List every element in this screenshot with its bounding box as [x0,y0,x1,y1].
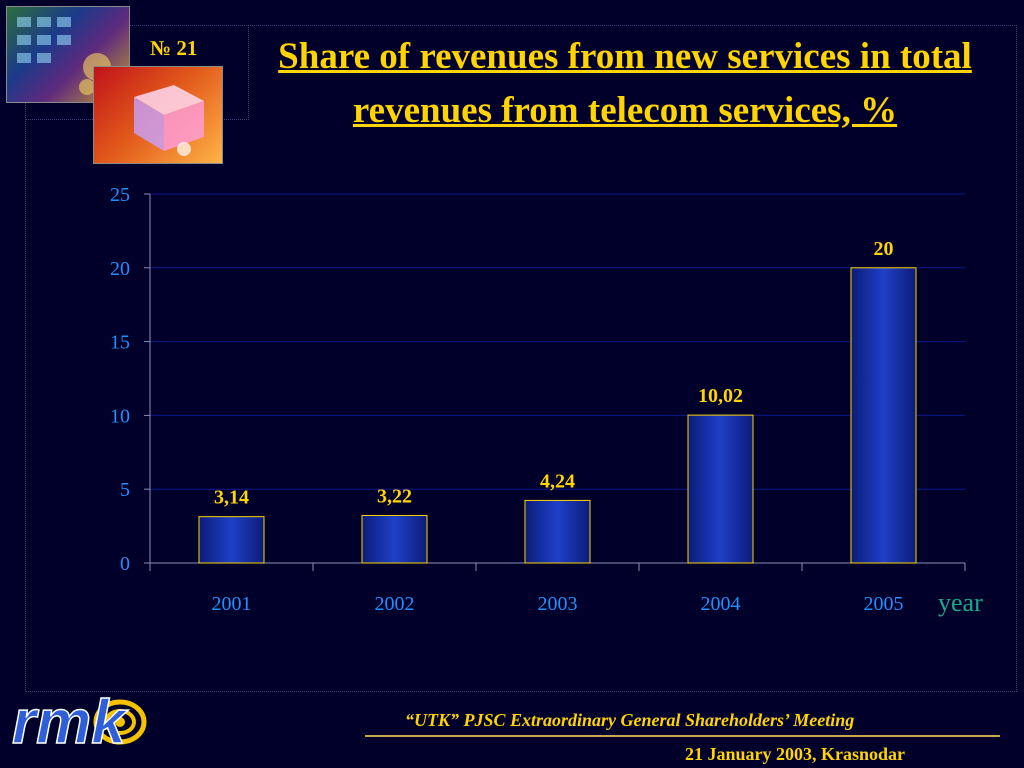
data-label: 3,22 [377,485,412,507]
x-tick-label: 2003 [538,593,578,615]
bar [198,516,265,564]
gridlines [150,193,965,490]
footer-date: 21 January 2003, Krasnodar [685,744,906,764]
utk-logo: rmk [12,688,147,752]
bar-chart: 0 5 10 15 20 25 2001 2002 2003 2004 2005 3,14 3,22 4… [110,184,966,615]
y-tick-label: 20 [110,258,130,280]
data-labels: 3,14 3,22 4,24 10,02 20 [214,238,894,509]
y-tick-label: 10 [110,405,130,427]
slide-number: № 21 [150,36,198,60]
x-tick-label: 2004 [701,593,741,615]
axes: 0 5 10 15 20 25 2001 2002 2003 2004 2005 [110,184,966,615]
data-label: 3,14 [214,487,249,509]
bar [687,414,754,564]
y-tick-label: 25 [110,184,130,206]
y-tick-label: 5 [120,479,130,501]
x-tick-label: 2001 [212,593,252,615]
slide-frame [25,25,1017,692]
cube-image [93,66,223,164]
footer-divider [365,735,1000,737]
data-label: 4,24 [540,470,575,492]
y-tick-label: 0 [120,553,130,575]
bars [198,267,917,564]
bar [361,514,428,564]
logo-text: rmk [12,688,129,752]
y-tick-label: 15 [110,332,130,354]
bar [850,267,917,564]
data-label: 20 [874,238,894,260]
page-title: Share of revenues from new services in t… [278,36,972,131]
x-tick-label: 2005 [864,593,904,615]
data-label: 10,02 [698,385,743,407]
x-axis-label: year [938,588,983,617]
bar [524,499,591,564]
footer-meeting: “UTK” PJSC Extraordinary General Shareho… [405,710,855,730]
x-tick-label: 2002 [375,593,415,615]
